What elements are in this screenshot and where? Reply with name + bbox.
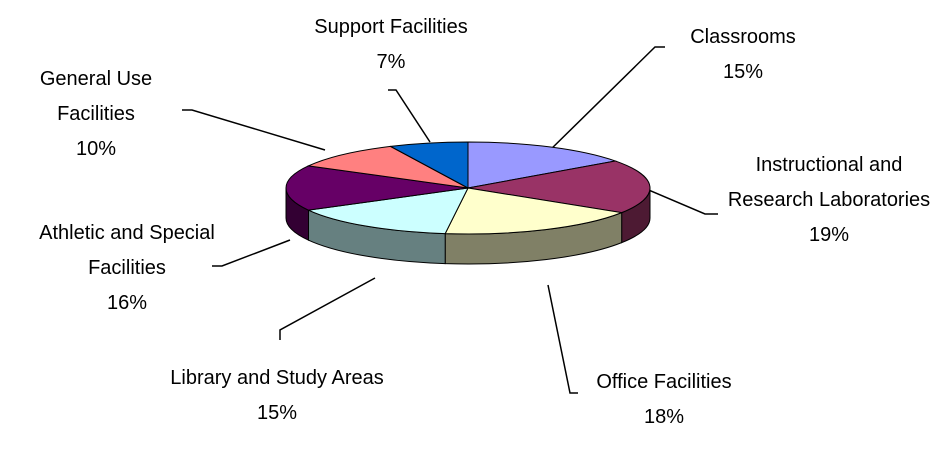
slice-label: Support Facilities 7% — [276, 10, 506, 80]
value-label: 19% — [808, 224, 850, 246]
slice — [306, 187, 469, 235]
category-name: Office Facilities — [596, 371, 732, 393]
slice-label: Classrooms 15% — [643, 20, 843, 90]
value-label: 10% — [75, 138, 117, 160]
slice — [285, 165, 469, 211]
value-label: 15% — [722, 61, 764, 83]
leader-line — [279, 277, 376, 340]
leader-line — [629, 181, 718, 215]
leader-lines — [182, 46, 718, 394]
value-label: 16% — [106, 292, 148, 314]
leader-line — [182, 109, 326, 151]
category-name: General Use Facilities — [39, 68, 153, 125]
slice-label: Instructional and Research Laboratories 1… — [724, 148, 930, 253]
category-name: Athletic and Special Facilities — [39, 222, 215, 279]
slices — [285, 141, 651, 265]
leader-line — [388, 89, 431, 143]
leader-line — [547, 284, 578, 394]
slice-label: Office Facilities 18% — [564, 365, 764, 435]
slice-label: Athletic and Special Facilities 16% — [32, 216, 222, 321]
category-name: Support Facilities — [314, 16, 468, 38]
value-label: 18% — [643, 406, 685, 428]
slice — [467, 141, 618, 189]
category-name: Instructional and Research Laboratories — [727, 154, 930, 211]
slice — [388, 141, 469, 189]
category-name: Classrooms — [690, 26, 796, 48]
slice — [306, 145, 469, 189]
value-label: 15% — [256, 402, 298, 424]
category-name: Library and Study Areas — [170, 367, 384, 389]
slice — [467, 160, 651, 214]
leader-line — [544, 46, 665, 156]
slice-label: Library and Study Areas 15% — [162, 361, 392, 431]
leader-line — [212, 239, 291, 267]
slice-label: General Use Facilities 10% — [16, 62, 176, 167]
value-label: 7% — [376, 51, 406, 73]
slice — [444, 187, 624, 235]
